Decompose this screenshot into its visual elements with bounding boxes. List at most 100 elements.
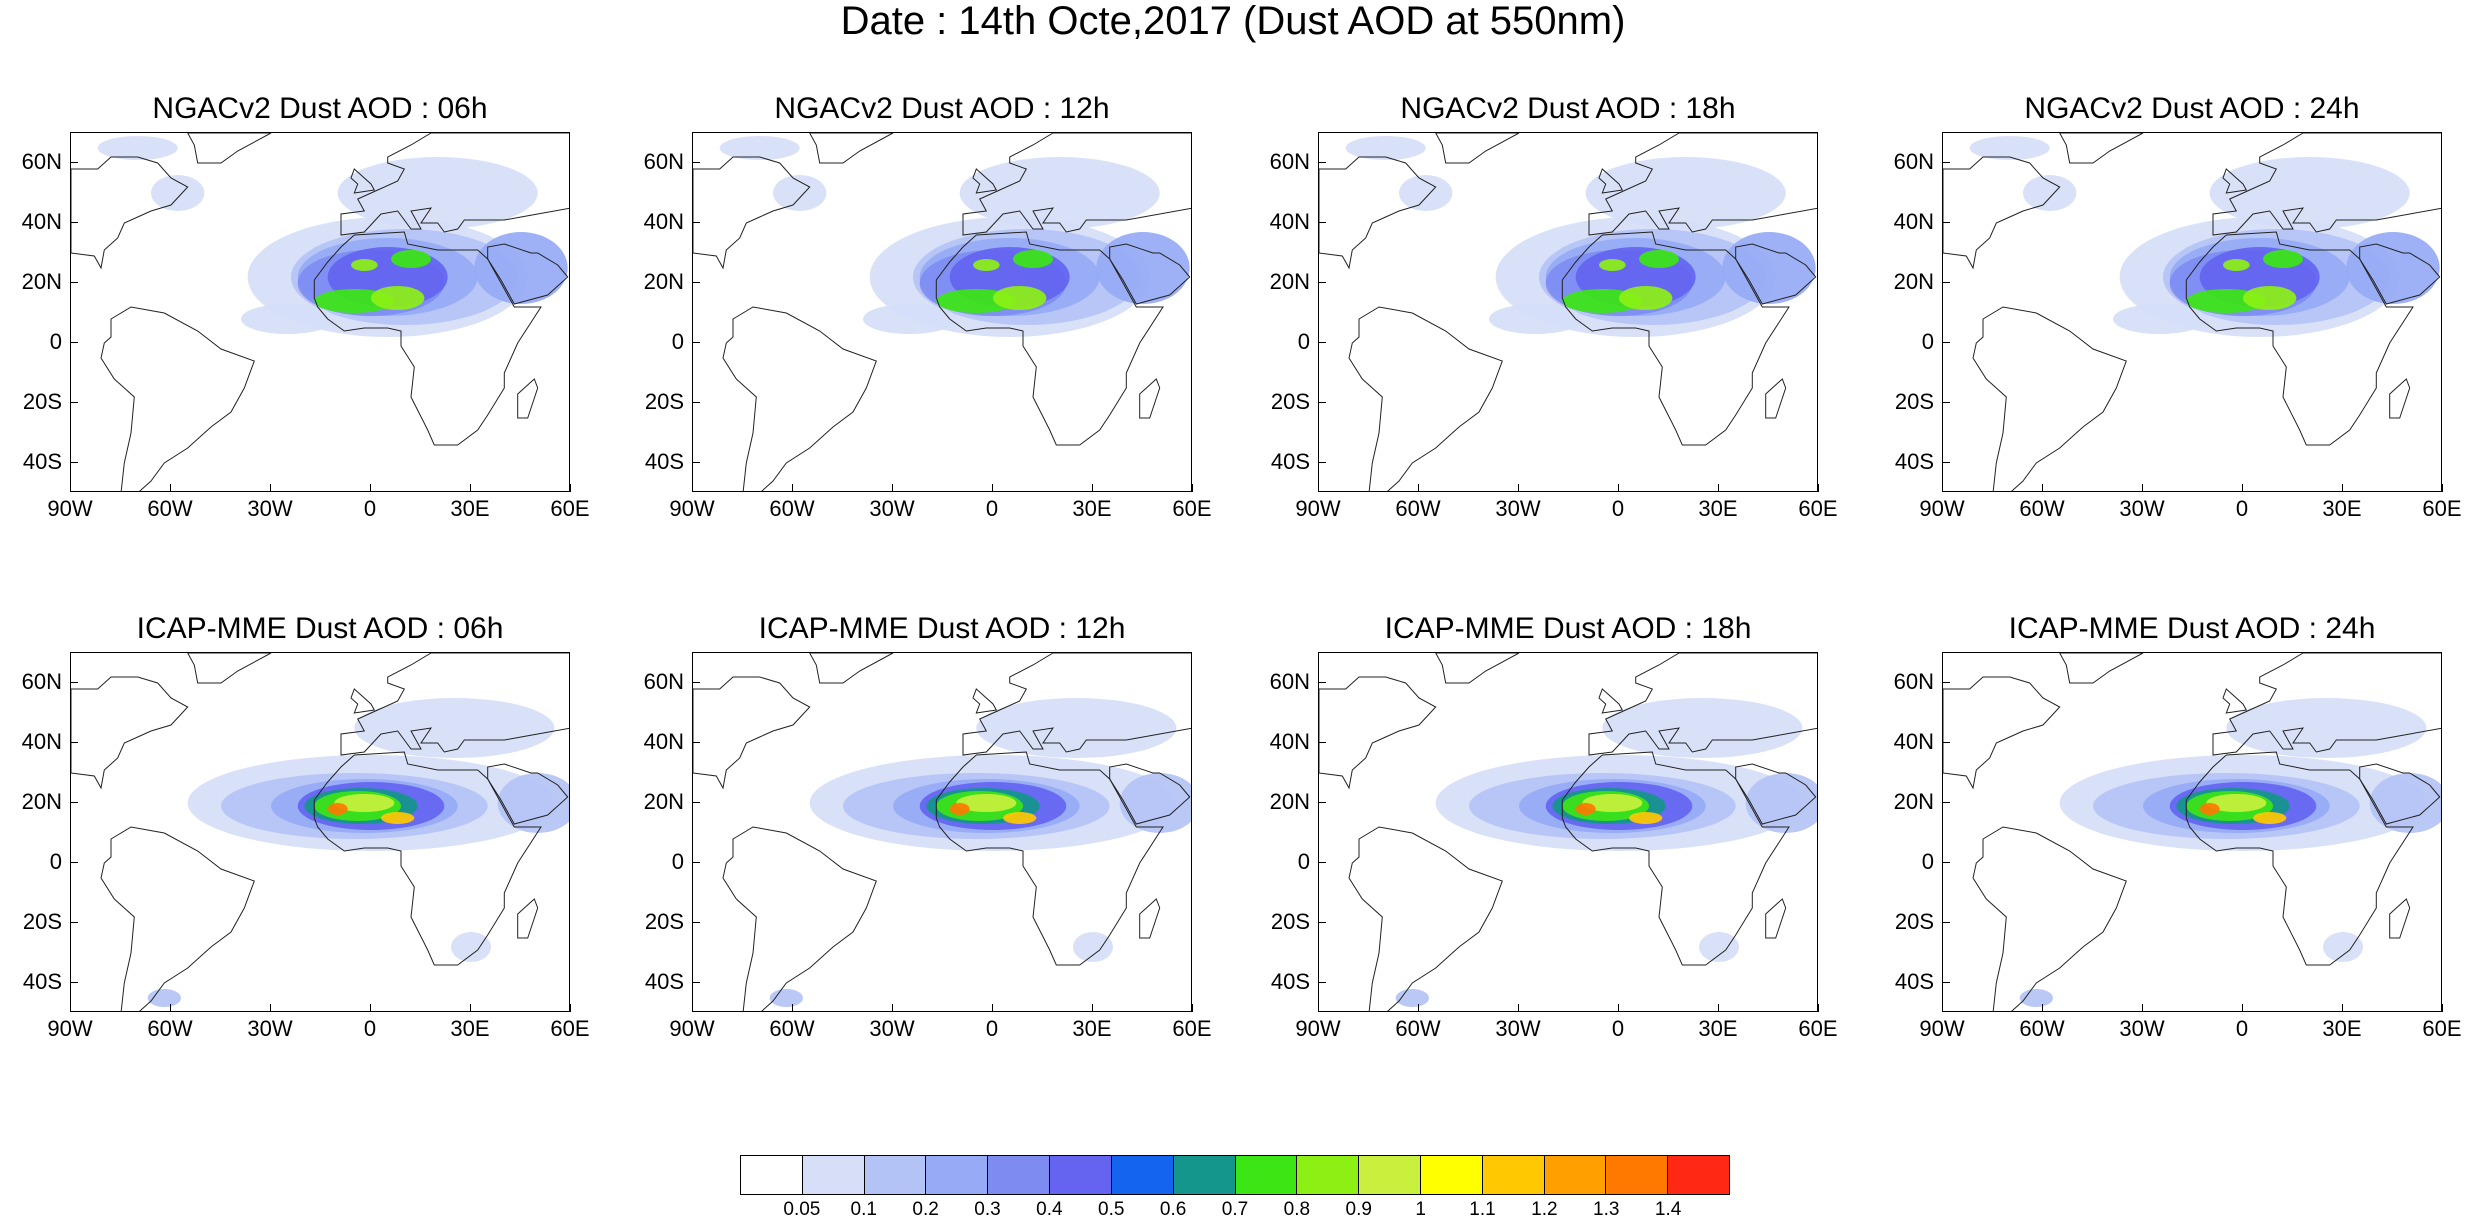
- dust-aod-field: [1399, 175, 1453, 211]
- lon-tick-label: 60E: [550, 496, 590, 521]
- dust-aod-field: [1969, 136, 2050, 160]
- coastline-africa: [1561, 751, 1790, 966]
- coastline-africa: [2185, 751, 2414, 966]
- dust-aod-field: [956, 794, 1017, 812]
- lat-tick-label: 0: [671, 329, 684, 354]
- coastline-arabia: [487, 763, 569, 825]
- lon-tick: [1418, 484, 1419, 492]
- lon-tick-label: 60E: [550, 1016, 590, 1041]
- coastline-arabia: [1109, 763, 1191, 825]
- coastline-north-america: [71, 676, 189, 790]
- lat-tick-label: 20N: [1893, 269, 1934, 294]
- lat-tick: [692, 402, 700, 403]
- dust-map: [1319, 133, 1817, 491]
- coastline-madagascar: [1765, 378, 1787, 419]
- lon-tick: [692, 484, 693, 492]
- colorbar-box: [1173, 1156, 1236, 1194]
- lat-tick-label: 40N: [1893, 209, 1934, 234]
- lat-tick: [1942, 862, 1950, 863]
- coastline-arabia: [1735, 763, 1817, 825]
- colorbar-box: [988, 1156, 1051, 1194]
- dust-aod-field: [1599, 259, 1626, 271]
- colorbar: [740, 1155, 1730, 1195]
- lon-tick: [2142, 1004, 2143, 1012]
- panel-title: ICAP-MME Dust AOD : 06h: [136, 612, 504, 645]
- lon-tick-label: 0: [1611, 1016, 1625, 1041]
- lon-tick: [1942, 484, 1943, 492]
- coastline-britain: [2222, 688, 2248, 714]
- coastline-africa: [313, 751, 542, 966]
- dust-aod-field: [354, 698, 555, 758]
- colorbar-box: [1544, 1156, 1607, 1194]
- lat-tick-label: 40S: [644, 449, 684, 474]
- lat-tick: [1318, 922, 1326, 923]
- lat-tick: [692, 462, 700, 463]
- colorbar-label: 0.3: [974, 1199, 1001, 1220]
- lon-tick-label: 90W: [669, 496, 715, 521]
- lat-tick-label: 0: [1921, 329, 1934, 354]
- lon-tick: [1092, 484, 1093, 492]
- lon-tick-label: 60W: [147, 496, 193, 521]
- dust-aod-field: [1629, 812, 1663, 824]
- map-panel: ICAP-MME Dust AOD : 24h: [1942, 612, 2442, 1022]
- lat-tick: [70, 222, 78, 223]
- map-frame: [1942, 652, 2442, 1012]
- lat-tick-label: 40N: [1269, 209, 1310, 234]
- lon-tick-label: 30W: [1495, 496, 1541, 521]
- lat-tick: [1942, 682, 1950, 683]
- lon-tick-label: 90W: [1295, 1016, 1341, 1041]
- lon-tick-label: 90W: [1295, 496, 1341, 521]
- coastline-africa: [2185, 231, 2414, 446]
- lat-tick-label: 20S: [1270, 909, 1310, 934]
- lon-tick: [570, 1004, 571, 1012]
- coastline-greenland: [187, 133, 272, 164]
- dust-aod-field: [381, 812, 415, 824]
- lon-tick-label: 60W: [1395, 1016, 1441, 1041]
- lat-tick: [1318, 402, 1326, 403]
- lat-tick: [1942, 922, 1950, 923]
- lat-tick-label: 20N: [1893, 789, 1934, 814]
- coastline-greenland: [1435, 133, 1520, 164]
- colorbar-box: [864, 1156, 927, 1194]
- map-frame: [1318, 652, 1818, 1012]
- lon-tick-label: 30W: [247, 1016, 293, 1041]
- coastline-britain: [350, 168, 376, 194]
- lat-tick-label: 0: [1297, 329, 1310, 354]
- colorbar-box: [1606, 1156, 1669, 1194]
- lat-tick-label: 20S: [22, 909, 62, 934]
- map-panel: NGACv2 Dust AOD : 24h: [1942, 92, 2442, 502]
- coastline-arabia: [1109, 243, 1191, 305]
- coastline-europe: [1588, 653, 1817, 756]
- colorbar-label: 1.4: [1654, 1199, 1682, 1220]
- colorbar-box: [1235, 1156, 1298, 1194]
- dust-map: [1943, 653, 2441, 1011]
- dust-aod-field: [1602, 698, 1803, 758]
- lon-tick: [1618, 484, 1619, 492]
- coastline-europe: [962, 133, 1191, 236]
- colorbar-box: [1297, 1156, 1360, 1194]
- lat-tick-label: 20S: [1894, 909, 1934, 934]
- lat-tick-label: 40N: [1269, 729, 1310, 754]
- coastline-africa: [1561, 231, 1790, 446]
- dust-map: [1319, 653, 1817, 1011]
- lat-tick-label: 20N: [643, 269, 684, 294]
- lat-tick-label: 40S: [22, 449, 62, 474]
- lon-tick: [992, 484, 993, 492]
- lon-tick-label: 0: [985, 1016, 999, 1041]
- lat-tick-label: 40S: [644, 969, 684, 994]
- coastline-britain: [972, 168, 998, 194]
- coastline-africa: [935, 751, 1164, 966]
- coastline-madagascar: [1139, 378, 1161, 419]
- coastline-europe: [2212, 133, 2441, 236]
- dust-aod-field: [2253, 812, 2287, 824]
- lat-tick-label: 60N: [1269, 669, 1310, 694]
- lon-tick: [470, 484, 471, 492]
- coastline-britain: [350, 688, 376, 714]
- dust-map: [71, 653, 569, 1011]
- lon-tick: [370, 484, 371, 492]
- dust-aod-field: [2369, 773, 2441, 833]
- colorbar-box: [741, 1156, 803, 1194]
- map-panel: ICAP-MME Dust AOD : 06h: [70, 612, 570, 1022]
- dust-aod-field: [863, 304, 957, 334]
- lon-tick: [1718, 484, 1719, 492]
